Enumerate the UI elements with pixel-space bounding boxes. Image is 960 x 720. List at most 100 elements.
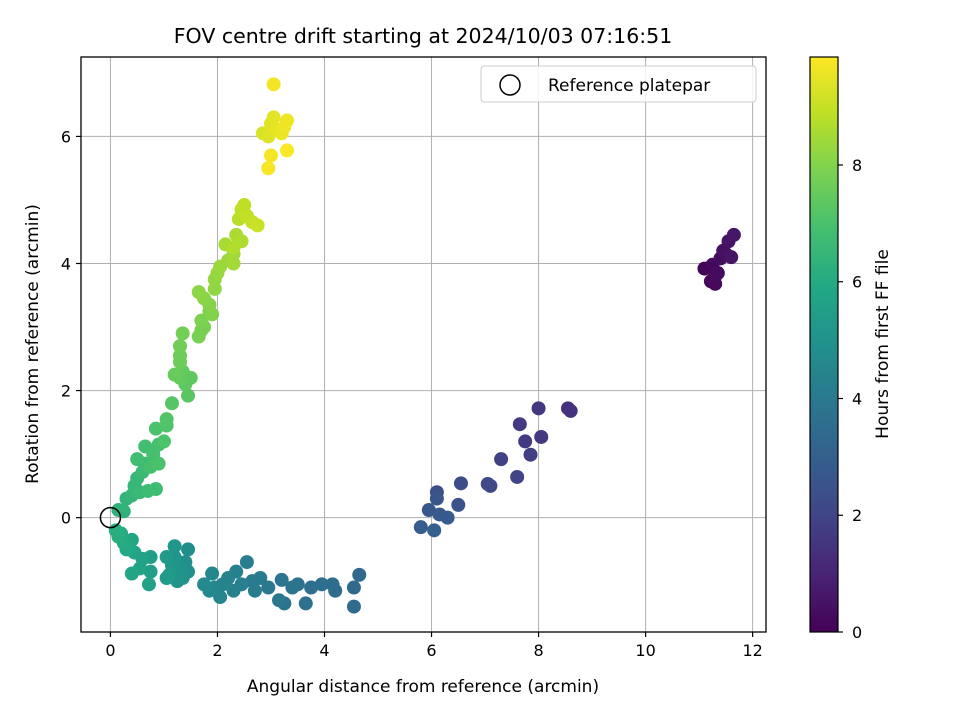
data-point <box>494 452 509 467</box>
data-point <box>325 577 340 592</box>
data-point <box>352 567 367 582</box>
plot-area: 0 2 4 6 8 10 12 0 2 4 6 <box>61 56 767 660</box>
data-point <box>274 572 289 587</box>
data-point <box>141 577 156 592</box>
data-point <box>512 417 527 432</box>
data-point <box>346 599 361 614</box>
data-point <box>413 520 428 535</box>
colorbar-tick-label: 6 <box>852 273 862 292</box>
data-point <box>130 452 145 467</box>
data-point <box>197 577 212 592</box>
legend: Reference platepar <box>480 65 757 103</box>
data-point <box>298 596 313 611</box>
data-point <box>440 510 455 525</box>
data-point <box>266 110 281 125</box>
plot-frame <box>80 56 767 633</box>
data-point <box>226 256 241 271</box>
x-tick-label: 2 <box>212 641 222 660</box>
x-tick-label: 6 <box>426 641 436 660</box>
data-point <box>159 550 174 565</box>
data-point <box>148 482 163 497</box>
colorbar-tick-label: 0 <box>852 623 862 642</box>
data-point <box>167 539 182 554</box>
data-point <box>159 570 174 585</box>
data-points <box>108 77 741 614</box>
data-point <box>226 240 241 255</box>
colorbar-gradient <box>809 56 839 633</box>
chart-title: FOV centre drift starting at 2024/10/03 … <box>174 24 673 48</box>
data-point <box>143 564 158 579</box>
data-point <box>250 218 265 233</box>
colorbar-label: Hours from first FF file <box>873 249 893 439</box>
legend-label-reference-platepar: Reference platepar <box>548 76 710 96</box>
data-point <box>164 396 179 411</box>
data-point <box>280 143 295 158</box>
data-point <box>314 577 329 592</box>
y-tick-label: 2 <box>61 382 71 401</box>
data-point <box>451 497 466 512</box>
grid-lines <box>81 57 766 632</box>
y-tick-label: 0 <box>61 509 71 528</box>
data-point <box>429 491 444 506</box>
data-point <box>194 313 209 328</box>
x-axis-ticks: 0 2 4 6 8 10 12 <box>105 632 763 660</box>
y-axis-label: Rotation from reference (arcmin) <box>23 204 43 484</box>
data-point <box>261 161 276 176</box>
data-point <box>156 434 171 449</box>
data-point <box>226 583 241 598</box>
data-point <box>510 469 525 484</box>
data-point <box>710 266 725 281</box>
data-point <box>272 593 287 608</box>
data-point <box>148 421 163 436</box>
data-point <box>247 583 262 598</box>
plot-background <box>81 57 766 632</box>
y-axis-ticks: 0 2 4 6 <box>61 127 81 528</box>
reference-platepar-marker <box>99 506 122 529</box>
data-point <box>167 367 182 382</box>
data-point <box>173 339 188 354</box>
data-point <box>205 566 220 581</box>
data-point <box>523 447 538 462</box>
data-point <box>181 542 196 557</box>
data-point <box>261 580 276 595</box>
data-point <box>151 456 166 471</box>
data-point <box>280 113 295 128</box>
data-point <box>453 476 468 491</box>
data-point <box>159 412 174 427</box>
data-point <box>266 77 281 92</box>
data-point <box>483 478 498 493</box>
x-axis-label: Angular distance from reference (arcmin) <box>247 677 599 697</box>
data-point <box>421 503 436 518</box>
x-tick-label: 12 <box>742 641 762 660</box>
data-point <box>726 227 741 242</box>
colorbar-ticks: 0 2 4 6 8 <box>838 156 862 642</box>
data-point <box>724 250 739 265</box>
data-point <box>427 523 442 538</box>
data-point <box>263 148 278 163</box>
colorbar-tick-label: 4 <box>852 389 862 408</box>
data-point <box>181 388 196 403</box>
data-point <box>285 580 300 595</box>
data-point <box>534 429 549 444</box>
colorbar-tick-label: 8 <box>852 156 862 175</box>
data-point <box>518 434 533 449</box>
x-tick-label: 4 <box>319 641 329 660</box>
data-point <box>563 403 578 418</box>
x-tick-label: 10 <box>635 641 655 660</box>
data-point <box>304 580 319 595</box>
y-tick-label: 6 <box>61 127 71 146</box>
data-point <box>346 580 361 595</box>
x-tick-label: 8 <box>533 641 543 660</box>
data-point <box>124 566 139 581</box>
data-point <box>708 276 723 291</box>
data-point <box>239 555 254 570</box>
data-point <box>175 326 190 341</box>
legend-marker-reference-platepar <box>499 74 521 96</box>
data-point <box>191 285 206 300</box>
colorbar: 0 2 4 6 8 Hours from first FF file <box>809 56 893 642</box>
colorbar-tick-label: 2 <box>852 506 862 525</box>
y-tick-label: 4 <box>61 254 71 273</box>
data-point <box>531 401 546 416</box>
x-tick-label: 0 <box>105 641 115 660</box>
